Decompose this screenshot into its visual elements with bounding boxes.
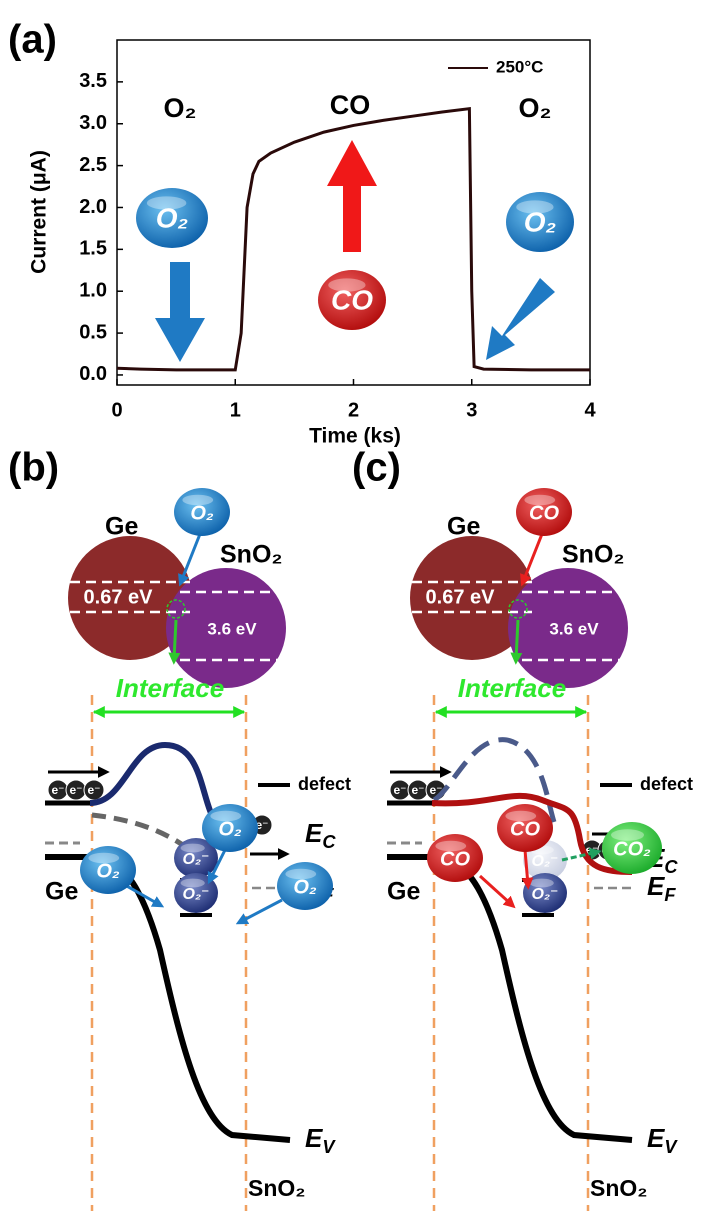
molecule: O₂: [174, 488, 230, 536]
defect-label: defect: [640, 774, 693, 794]
molecule-label: O₂: [190, 502, 214, 524]
side-label: Ge: [45, 878, 78, 906]
subscript: C: [322, 832, 336, 852]
big-arrow: [155, 262, 205, 362]
gap-label: 0.67 eV: [84, 586, 154, 608]
molecule: O₂: [136, 188, 208, 248]
molecule-label: O₂⁻: [532, 853, 559, 870]
energy-level-label: EV: [305, 1123, 336, 1157]
big-arrow: [327, 140, 377, 252]
panel-label: (c): [352, 446, 401, 490]
valence-band: [387, 857, 632, 1140]
particle-label: Ge: [105, 513, 138, 541]
symbol: E: [305, 1123, 323, 1153]
gas-label: O₂: [164, 93, 197, 123]
interface-label: Interface: [458, 673, 566, 703]
y-tick-label: 0.5: [79, 321, 107, 343]
molecule: CO: [516, 488, 572, 536]
molecule-label: O₂: [156, 202, 188, 233]
molecule: O₂: [202, 804, 258, 852]
molecule-label: O₂: [524, 206, 556, 237]
x-tick-label: 4: [584, 399, 596, 421]
x-axis-label: Time (ks): [309, 425, 401, 448]
x-tick-label: 3: [466, 399, 477, 421]
y-tick-label: 1.5: [79, 238, 107, 260]
molecule: CO₂: [602, 822, 662, 874]
gap-label: 3.6 eV: [549, 619, 599, 638]
big-arrow: [486, 278, 555, 360]
panel-label: (b): [8, 446, 59, 490]
adsorbed-oxygen: O₂⁻: [523, 873, 567, 913]
gas-label: CO: [330, 90, 371, 120]
molecule-label: CO: [331, 284, 373, 315]
energy-level-label: EV: [647, 1123, 678, 1157]
molecule: O₂: [80, 846, 136, 894]
y-tick-label: 2.0: [79, 196, 107, 218]
figure: (a) (b) (c) 0.0 0.5 1.0 1.5 2.0 2.5 3.0 3.5 0 1 2 3…: [0, 0, 708, 1211]
subscript: C: [664, 857, 678, 877]
molecule: CO: [497, 804, 553, 852]
electron-label: e⁻: [393, 783, 406, 797]
arrow: [174, 620, 176, 660]
energy-level-label: EC: [305, 818, 336, 852]
gas-label: O₂: [519, 93, 552, 123]
molecule-label: O₂: [218, 818, 242, 840]
molecule-label: CO₂: [613, 838, 651, 860]
electron-label: e⁻: [69, 783, 82, 797]
subscript: V: [664, 1137, 678, 1157]
defect-label: defect: [298, 774, 351, 794]
panel-label: (a): [8, 18, 57, 62]
electron-label: e⁻: [51, 783, 64, 797]
symbol: E: [305, 818, 323, 848]
molecule: O₂: [277, 862, 333, 910]
subscript: V: [322, 1137, 336, 1157]
y-tick-label: 0.0: [79, 363, 107, 385]
molecule-label: CO: [510, 818, 540, 840]
subscript: F: [664, 885, 676, 905]
y-axis-label: Current (μA): [28, 150, 51, 274]
x-tick-label: 2: [348, 399, 359, 421]
molecule-label: O₂⁻: [183, 851, 210, 868]
particle-label: SnO₂: [562, 541, 625, 569]
side-label: SnO₂: [590, 1175, 648, 1201]
valence-band: [45, 857, 290, 1140]
molecule-label: O₂⁻: [532, 886, 559, 903]
y-tick-label: 1.0: [79, 279, 107, 301]
molecule: O₂: [506, 192, 574, 252]
y-tick-label: 3.0: [79, 112, 107, 134]
y-tick-label: 3.5: [79, 70, 107, 92]
x-tick-label: 1: [230, 399, 241, 421]
molecule: CO: [318, 270, 386, 330]
molecule-label: CO: [440, 848, 470, 870]
gap-label: 3.6 eV: [207, 619, 257, 638]
electron-label: e⁻: [87, 783, 100, 797]
legend-label: 250°C: [496, 57, 543, 76]
electron-label: e⁻: [411, 783, 424, 797]
arrow: [516, 620, 518, 660]
y-tick-label: 2.5: [79, 154, 107, 176]
gap-label: 0.67 eV: [426, 586, 496, 608]
molecule-label: O₂⁻: [183, 886, 210, 903]
side-label: Ge: [387, 878, 420, 906]
molecule-label: CO: [529, 502, 559, 524]
molecule-label: O₂: [293, 876, 317, 898]
symbol: E: [647, 871, 665, 901]
arrow: [181, 534, 200, 582]
interface-label: Interface: [116, 673, 224, 703]
particle-label: SnO₂: [220, 541, 283, 569]
particle-label: Ge: [447, 513, 480, 541]
molecule: CO: [427, 834, 483, 882]
x-tick-label: 0: [111, 399, 122, 421]
molecule-label: O₂: [96, 860, 120, 882]
symbol: E: [647, 1123, 665, 1153]
arrow: [523, 534, 542, 582]
side-label: SnO₂: [248, 1175, 306, 1201]
